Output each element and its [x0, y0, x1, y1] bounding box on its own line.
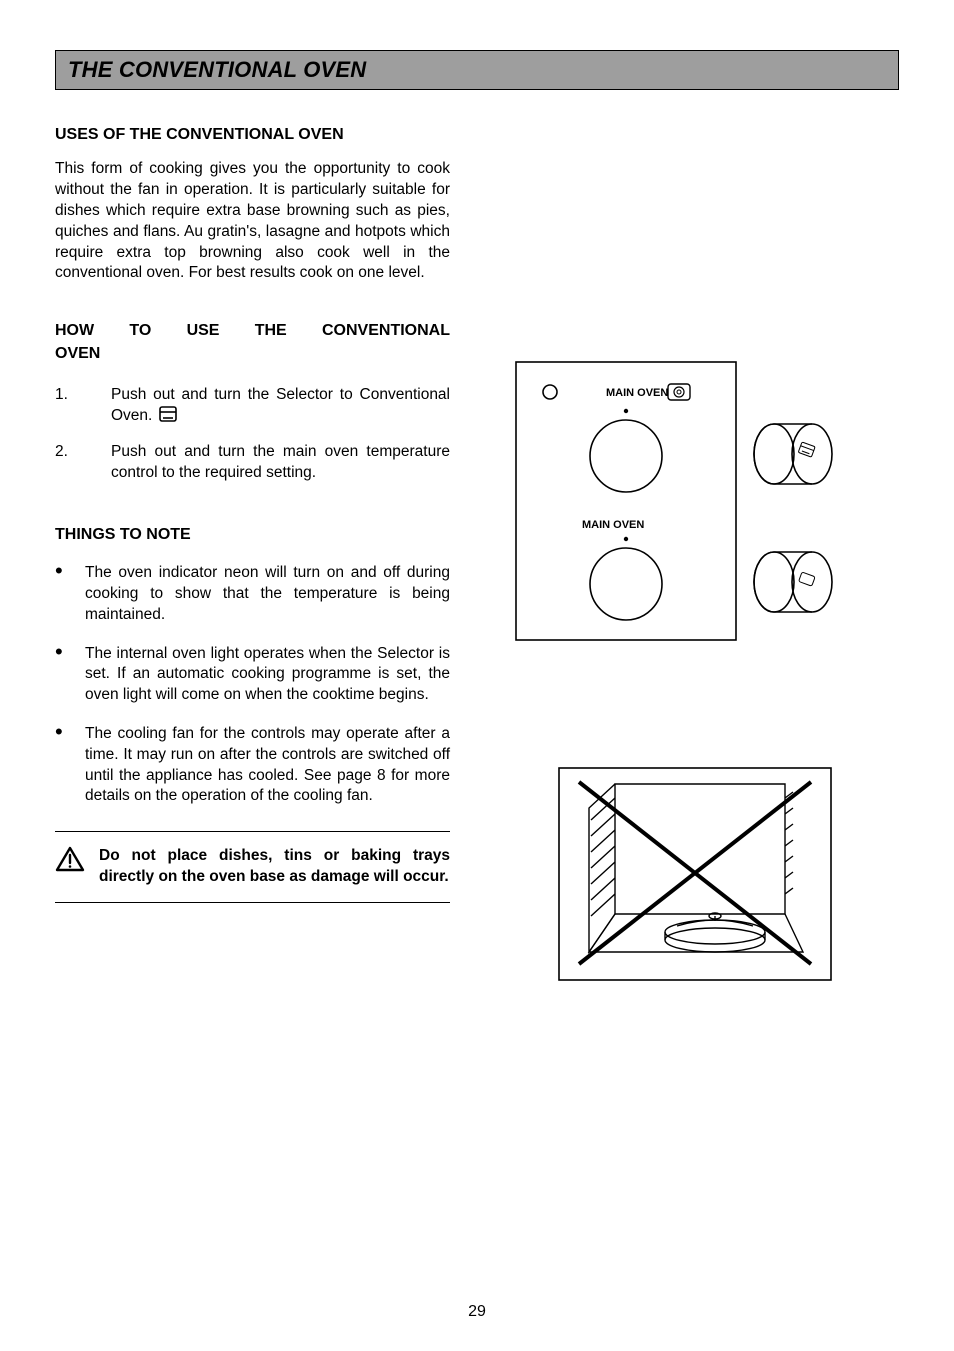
- howto-heading-1: HOW TO USE THE CONVENTIONAL: [55, 320, 450, 341]
- bullet-icon: •: [55, 644, 85, 706]
- control-panel-figure: MAIN OVEN: [510, 356, 840, 646]
- note-text: The cooling fan for the controls may ope…: [85, 724, 450, 807]
- divider: [55, 902, 450, 903]
- note-item: • The cooling fan for the controls may o…: [55, 724, 450, 807]
- page-number: 29: [0, 1303, 954, 1321]
- step-text: Push out and turn the main oven temperat…: [111, 442, 450, 484]
- content-columns: USES OF THE CONVENTIONAL OVEN This form …: [55, 124, 899, 903]
- conventional-oven-icon: [159, 406, 177, 429]
- note-text: The oven indicator neon will turn on and…: [85, 563, 450, 625]
- title-bar: THE CONVENTIONAL OVEN: [55, 50, 899, 90]
- right-column: MAIN OVEN: [510, 124, 899, 903]
- step-number: 2.: [55, 442, 111, 484]
- step-number: 1.: [55, 385, 111, 429]
- step-text: Push out and turn the Selector to Conven…: [111, 385, 450, 429]
- warning-text: Do not place dishes, tins or baking tray…: [99, 846, 450, 888]
- notes-heading: THINGS TO NOTE: [55, 524, 450, 545]
- warning-box: Do not place dishes, tins or baking tray…: [55, 846, 450, 888]
- uses-heading: USES OF THE CONVENTIONAL OVEN: [55, 124, 450, 145]
- page: THE CONVENTIONAL OVEN USES OF THE CONVEN…: [0, 0, 954, 1351]
- warning-triangle-icon: [55, 846, 85, 888]
- bullet-icon: •: [55, 563, 85, 625]
- note-item: • The oven indicator neon will turn on a…: [55, 563, 450, 625]
- page-title: THE CONVENTIONAL OVEN: [68, 57, 886, 83]
- note-item: • The internal oven light operates when …: [55, 644, 450, 706]
- panel-label-bottom: MAIN OVEN: [582, 519, 644, 531]
- left-column: USES OF THE CONVENTIONAL OVEN This form …: [55, 124, 450, 903]
- howto-heading-2: OVEN: [55, 343, 450, 364]
- uses-body: This form of cooking gives you the oppor…: [55, 159, 450, 284]
- bullet-icon: •: [55, 724, 85, 807]
- howto-step: 2. Push out and turn the main oven tempe…: [55, 442, 450, 484]
- note-text: The internal oven light operates when th…: [85, 644, 450, 706]
- oven-base-warning-figure: [555, 764, 835, 984]
- panel-label-top: MAIN OVEN: [606, 387, 668, 399]
- divider: [55, 831, 450, 832]
- howto-step: 1. Push out and turn the Selector to Con…: [55, 385, 450, 429]
